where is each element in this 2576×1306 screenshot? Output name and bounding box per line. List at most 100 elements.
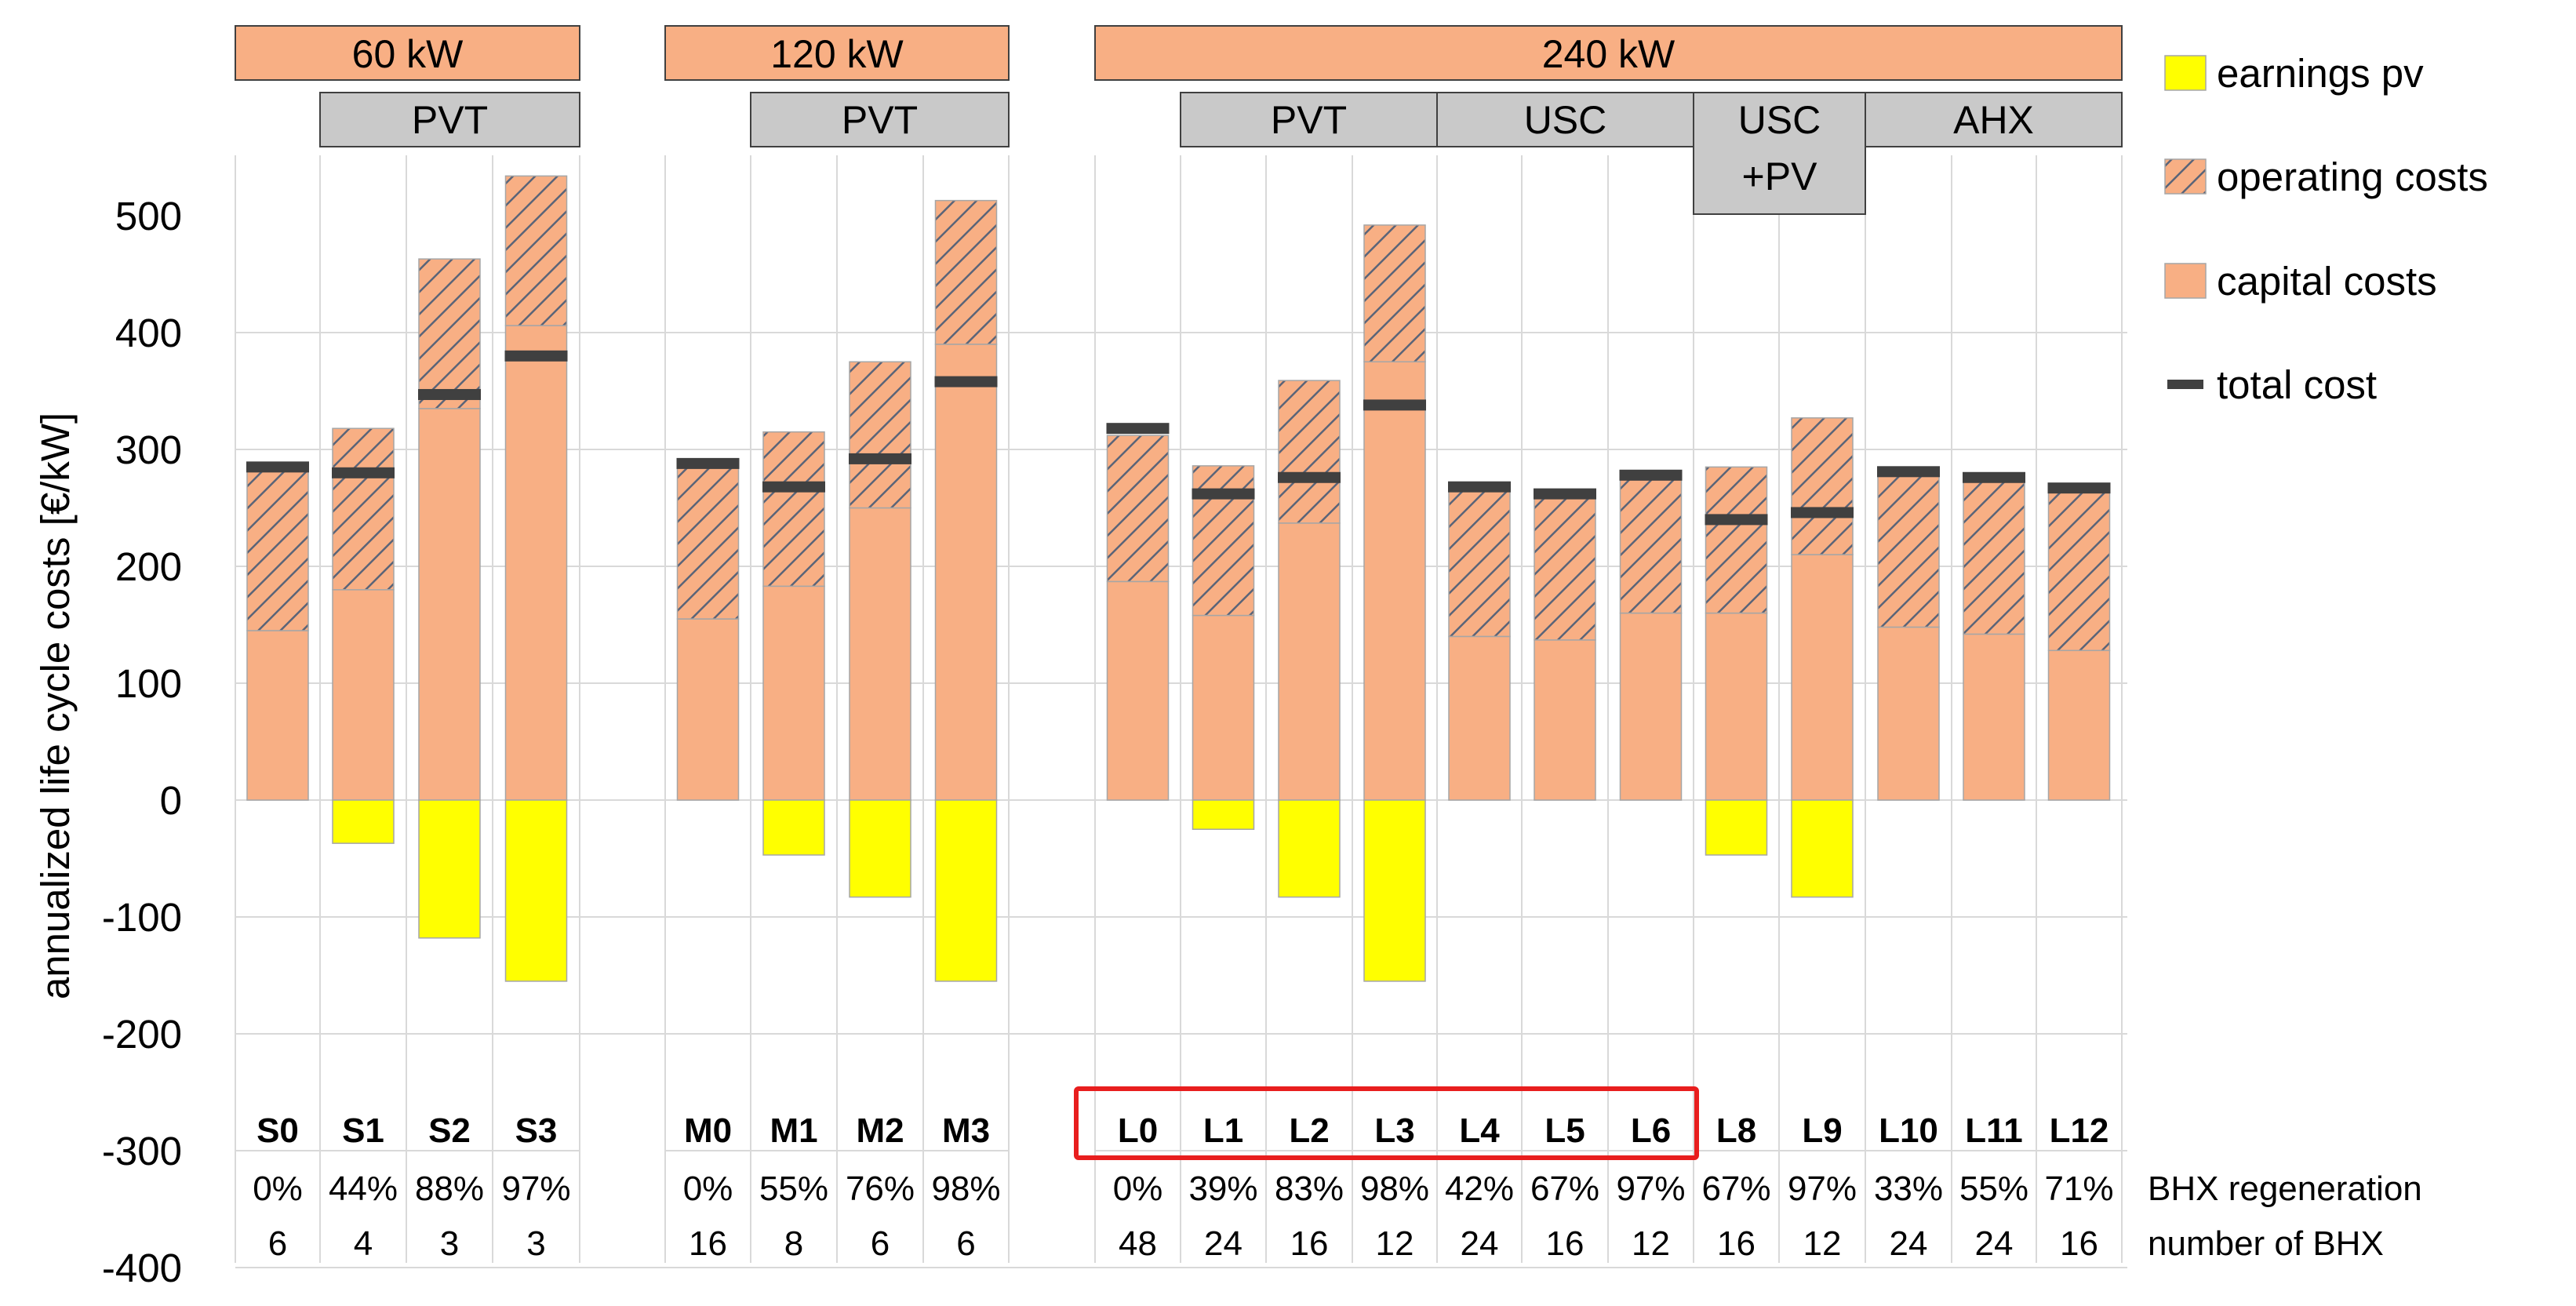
bar-capital-M3 [934, 344, 998, 801]
category-label: S1 [342, 1111, 384, 1150]
tech-header-label: PVT [842, 98, 918, 142]
regeneration-value: 97% [501, 1170, 570, 1208]
bar-operating-L6 [1619, 472, 1683, 614]
marker-total-L4 [1448, 481, 1511, 493]
bar-pv-S3 [504, 799, 568, 982]
tech-header-label: USC [1524, 98, 1607, 142]
tech-header-box [750, 92, 1010, 147]
bar-operating-L1 [1192, 465, 1255, 617]
tech-header-box [319, 92, 580, 147]
bhx-count-value: 16 [1717, 1224, 1756, 1263]
regeneration-value: 71% [2044, 1170, 2113, 1208]
regeneration-value: 55% [759, 1170, 828, 1208]
legend-swatch-earnings-pv [2164, 55, 2207, 91]
bhx-count-value: 24 [1461, 1224, 1499, 1263]
bhx-count-value: 6 [956, 1224, 975, 1263]
bar-operating-L3 [1363, 224, 1426, 363]
bar-capital-L10 [1877, 626, 1940, 801]
regeneration-value: 33% [1874, 1170, 1943, 1208]
bar-pv-L1 [1192, 799, 1255, 830]
legend-label: operating costs [2217, 155, 2488, 199]
bar-capital-L5 [1534, 639, 1596, 801]
bar-capital-L6 [1619, 612, 1683, 801]
marker-total-L12 [2047, 482, 2111, 494]
tech-header-label: USC [1738, 98, 1821, 142]
bar-capital-L4 [1448, 635, 1511, 801]
bar-operating-L12 [2047, 483, 2111, 652]
bar-capital-L0 [1106, 580, 1170, 801]
tech-header-label: PVT [412, 98, 488, 142]
regeneration-value: 98% [1360, 1170, 1429, 1208]
bhx-count-value: 16 [1290, 1224, 1329, 1263]
power-header-box [1094, 25, 2123, 81]
bhx-count-value: 24 [1204, 1224, 1243, 1263]
power-header-label: 120 kW [770, 32, 904, 76]
marker-total-S0 [246, 461, 309, 473]
category-label: M2 [856, 1111, 904, 1150]
category-label: L1 [1203, 1111, 1243, 1150]
marker-total-L9 [1791, 507, 1854, 518]
power-header-box [235, 25, 580, 81]
power-header-box [664, 25, 1010, 81]
bar-operating-L5 [1534, 489, 1596, 641]
bar-pv-L8 [1705, 799, 1768, 856]
bar-capital-L8 [1705, 612, 1768, 801]
table-gap [580, 1094, 664, 1264]
category-label: S2 [428, 1111, 471, 1150]
bhx-count-value: 16 [1546, 1224, 1585, 1263]
marker-total-L8 [1705, 514, 1768, 526]
legend-label: total cost [2217, 362, 2377, 407]
y-tick-label: 100 [115, 661, 182, 706]
regeneration-value: 44% [329, 1170, 398, 1208]
marker-total-M3 [934, 376, 998, 387]
tech-header-label: +PV [1742, 155, 1818, 198]
bar-operating-L0 [1106, 435, 1170, 583]
bar-operating-L9 [1791, 417, 1854, 555]
y-tick-label: -200 [102, 1012, 182, 1057]
bar-operating-L11 [1963, 475, 2025, 635]
legend-swatch-total-cost [2167, 380, 2203, 389]
y-axis-title: annualized life cycle costs [€/kW] [33, 413, 78, 999]
bar-operating-M2 [849, 361, 911, 509]
marker-total-L11 [1963, 471, 2025, 483]
regeneration-value: 0% [253, 1170, 303, 1208]
bar-capital-L12 [2047, 649, 2111, 801]
regeneration-value: 97% [1616, 1170, 1685, 1208]
bars-layer [246, 175, 2111, 982]
tech-header-box [1180, 92, 1438, 147]
category-label: L12 [2050, 1111, 2109, 1150]
category-label: M3 [942, 1111, 990, 1150]
power-header-label: 60 kW [352, 32, 464, 76]
marker-total-L5 [1534, 488, 1596, 500]
marker-total-S1 [332, 467, 395, 478]
marker-total-S2 [418, 388, 481, 400]
regeneration-value: 76% [846, 1170, 915, 1208]
category-label: L8 [1716, 1111, 1756, 1150]
bhx-count-value: 4 [354, 1224, 373, 1263]
legend-swatch-operating-costs [2164, 158, 2207, 195]
bar-operating-M1 [762, 431, 825, 588]
legend-label: earnings pv [2217, 51, 2424, 96]
y-tick-label: 300 [115, 427, 182, 472]
bhx-count-value: 16 [689, 1224, 727, 1263]
bhx-count-value: 6 [871, 1224, 890, 1263]
tech-header-label: AHX [1953, 98, 2034, 142]
regeneration-value: 42% [1445, 1170, 1514, 1208]
category-label: S0 [257, 1111, 299, 1150]
regeneration-value: 97% [1788, 1170, 1857, 1208]
category-label: L10 [1879, 1111, 1938, 1150]
bar-operating-S2 [418, 258, 481, 409]
marker-total-M2 [849, 453, 911, 464]
regeneration-value: 83% [1275, 1170, 1344, 1208]
legend-swatch-capital-costs [2164, 263, 2207, 299]
bhx-count-value: 6 [268, 1224, 287, 1263]
bar-operating-S3 [504, 175, 568, 326]
y-tick-label: -300 [102, 1129, 182, 1173]
header-layer: 60 kW 120 kW 240 kW PVT PVT PVT USC USC +PV AHX [235, 25, 2123, 215]
regeneration-value: 0% [1113, 1170, 1163, 1208]
bhx-count-value: 3 [526, 1224, 545, 1263]
bar-capital-L9 [1791, 554, 1854, 801]
category-label: L11 [1965, 1111, 2022, 1150]
regeneration-value: 0% [683, 1170, 733, 1208]
bar-pv-M1 [762, 799, 825, 856]
